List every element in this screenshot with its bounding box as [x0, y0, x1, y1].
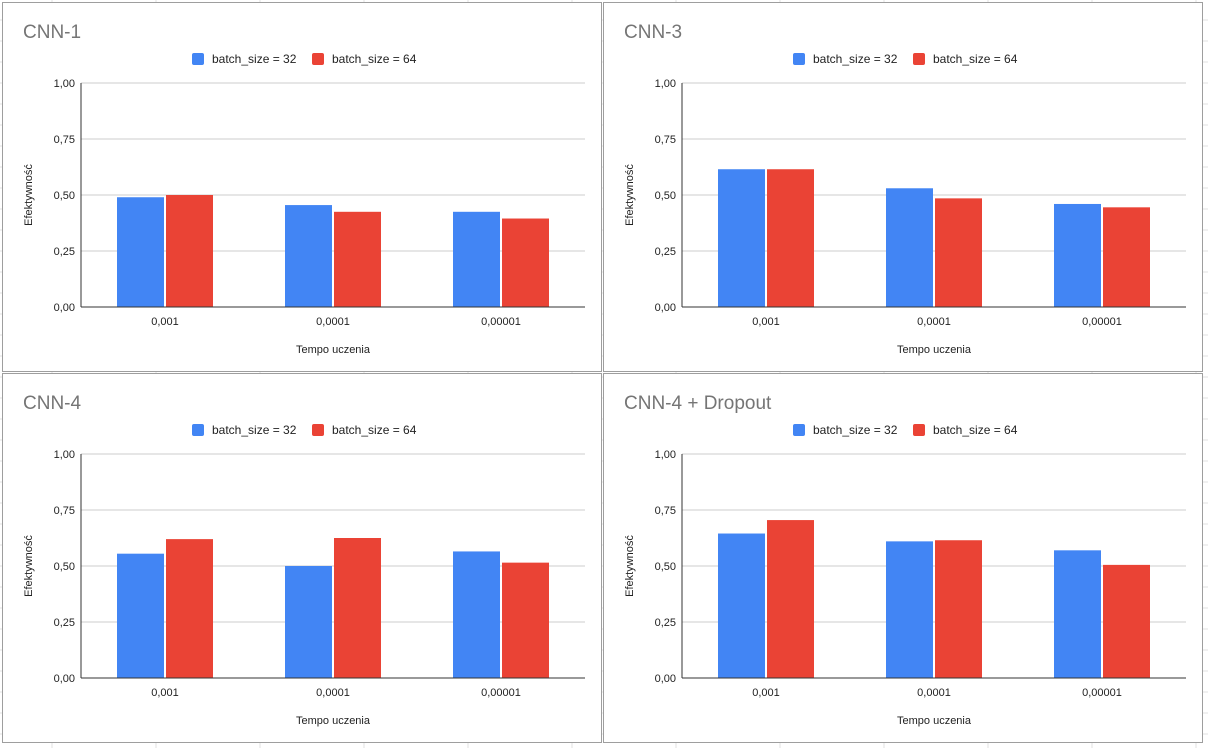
bar	[1103, 207, 1150, 307]
chart-title: CNN-4 + Dropout	[624, 393, 772, 414]
y-tick-label: 0,00	[54, 673, 75, 685]
y-tick-label: 0,00	[655, 302, 676, 314]
bar	[453, 551, 500, 678]
y-tick-label: 0,25	[655, 246, 676, 258]
chart-panel-cnn-4[interactable]: CNN-4 batch_size = 32 batch_size = 64 0,00 0…	[2, 373, 602, 743]
y-axis-title: Efektywność	[23, 535, 35, 597]
legend-swatch-icon	[192, 424, 204, 436]
legend-label: batch_size = 64	[332, 423, 417, 437]
bar	[117, 553, 164, 678]
legend-swatch-icon	[913, 424, 925, 436]
y-tick-label: 0,75	[655, 134, 676, 146]
legend-swatch-icon	[793, 53, 805, 65]
bar	[935, 540, 982, 678]
y-axis-title: Efektywność	[624, 535, 636, 597]
bar	[767, 169, 814, 307]
bar	[1103, 564, 1150, 678]
y-tick-label: 0,50	[655, 190, 676, 202]
y-tick-label: 0,00	[54, 302, 75, 314]
y-tick-label: 1,00	[54, 78, 75, 90]
y-tick-label: 0,75	[54, 505, 75, 517]
bar-chart-svg: CNN-4 + Dropout batch_size = 32 batch_size…	[624, 393, 1186, 727]
bar	[886, 188, 933, 307]
y-tick-label: 1,00	[655, 78, 676, 90]
bar	[453, 211, 500, 307]
x-tick-label: 0,0001	[917, 687, 951, 699]
bar	[166, 195, 213, 307]
y-tick-label: 0,25	[54, 246, 75, 258]
y-tick-label: 0,75	[54, 134, 75, 146]
chart-panel-cnn-1[interactable]: CNN-1 batch_size = 32 batch_size = 64 0,00 0…	[2, 2, 602, 372]
bar	[285, 205, 332, 307]
legend-swatch-icon	[793, 424, 805, 436]
legend-swatch-icon	[192, 53, 204, 65]
y-axis-title: Efektywność	[23, 164, 35, 226]
bar	[502, 562, 549, 678]
x-tick-label: 0,001	[151, 316, 179, 328]
x-tick-label: 0,0001	[917, 316, 951, 328]
chart-title: CNN-4	[23, 393, 81, 414]
x-tick-label: 0,00001	[481, 316, 521, 328]
y-tick-label: 0,50	[54, 190, 75, 202]
y-tick-label: 0,25	[655, 617, 676, 629]
bar	[718, 169, 765, 307]
legend-label: batch_size = 64	[332, 52, 417, 66]
y-tick-label: 1,00	[655, 449, 676, 461]
y-axis-title: Efektywność	[624, 164, 636, 226]
legend-swatch-icon	[913, 53, 925, 65]
legend-label: batch_size = 32	[212, 423, 297, 437]
bar	[502, 218, 549, 307]
bar	[334, 538, 381, 678]
legend-label: batch_size = 32	[813, 423, 898, 437]
bar	[935, 198, 982, 307]
legend-swatch-icon	[312, 53, 324, 65]
y-tick-label: 0,50	[655, 561, 676, 573]
x-tick-label: 0,001	[151, 687, 179, 699]
x-axis-title: Tempo uczenia	[296, 344, 371, 356]
x-axis-title: Tempo uczenia	[296, 715, 371, 727]
y-tick-label: 0,25	[54, 617, 75, 629]
bar	[767, 520, 814, 678]
legend-swatch-icon	[312, 424, 324, 436]
bar	[1054, 203, 1101, 307]
bar	[718, 533, 765, 678]
x-axis-title: Tempo uczenia	[897, 715, 972, 727]
x-tick-label: 0,00001	[1082, 316, 1122, 328]
x-tick-label: 0,0001	[316, 316, 350, 328]
y-tick-label: 0,50	[54, 561, 75, 573]
legend-label: batch_size = 64	[933, 52, 1018, 66]
chart-panel-cnn-3[interactable]: CNN-3 batch_size = 32 batch_size = 64 0,00 0…	[603, 2, 1203, 372]
x-tick-label: 0,00001	[481, 687, 521, 699]
x-tick-label: 0,00001	[1082, 687, 1122, 699]
chart-panel-cnn-4-dropout[interactable]: CNN-4 + Dropout batch_size = 32 batch_size…	[603, 373, 1203, 743]
x-tick-label: 0,001	[752, 316, 780, 328]
y-tick-label: 0,75	[655, 505, 676, 517]
y-tick-label: 0,00	[655, 673, 676, 685]
legend-label: batch_size = 32	[813, 52, 898, 66]
bar	[886, 541, 933, 678]
x-tick-label: 0,0001	[316, 687, 350, 699]
bar	[166, 539, 213, 678]
y-tick-label: 1,00	[54, 449, 75, 461]
legend-label: batch_size = 32	[212, 52, 297, 66]
legend-label: batch_size = 64	[933, 423, 1018, 437]
chart-title: CNN-3	[624, 22, 682, 43]
bar	[334, 211, 381, 307]
chart-title: CNN-1	[23, 22, 81, 43]
bar	[117, 197, 164, 307]
x-tick-label: 0,001	[752, 687, 780, 699]
x-axis-title: Tempo uczenia	[897, 344, 972, 356]
bar	[1054, 550, 1101, 678]
bar	[285, 566, 332, 678]
